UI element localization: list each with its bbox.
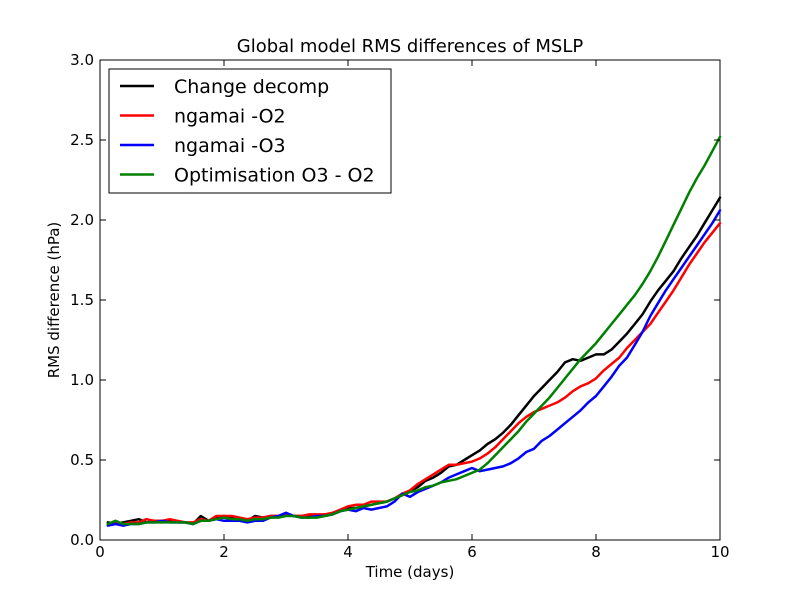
y-tick-label: 0.5 <box>70 451 94 469</box>
legend-label-3: Optimisation O3 - O2 <box>174 165 375 187</box>
y-tick-label: 1.5 <box>70 291 94 309</box>
y-tick-label: 2.0 <box>70 211 94 229</box>
series-line-3 <box>106 135 722 526</box>
legend-label-1: ngamai -O2 <box>174 106 286 128</box>
y-tick-label: 0.0 <box>70 531 94 549</box>
x-tick-label: 2 <box>219 543 229 561</box>
legend-label-2: ngamai -O3 <box>174 135 286 157</box>
series-layer <box>106 135 722 527</box>
x-tick-label: 0 <box>95 543 105 561</box>
legend: Change decomp ngamai -O2 ngamai -O3 Optimis… <box>108 68 392 194</box>
x-tick-label: 10 <box>710 543 729 561</box>
x-axis-label: Time (days) <box>365 563 455 581</box>
legend-box <box>108 68 392 194</box>
x-tick-label: 8 <box>591 543 601 561</box>
axis-ticks: 0 2 4 6 8 10 0.0 0.5 1.0 1.5 2.0 2.5 3.0 <box>70 51 729 561</box>
x-tick-label: 6 <box>467 543 477 561</box>
chart-title: Global model RMS differences of MSLP <box>237 36 584 57</box>
y-tick-label: 1.0 <box>70 371 94 389</box>
y-axis-label: RMS difference (hPa) <box>45 222 63 379</box>
x-tick-label: 4 <box>343 543 353 561</box>
legend-label-0: Change decomp <box>174 76 329 98</box>
y-tick-label: 2.5 <box>70 131 94 149</box>
y-tick-label: 3.0 <box>70 51 94 69</box>
